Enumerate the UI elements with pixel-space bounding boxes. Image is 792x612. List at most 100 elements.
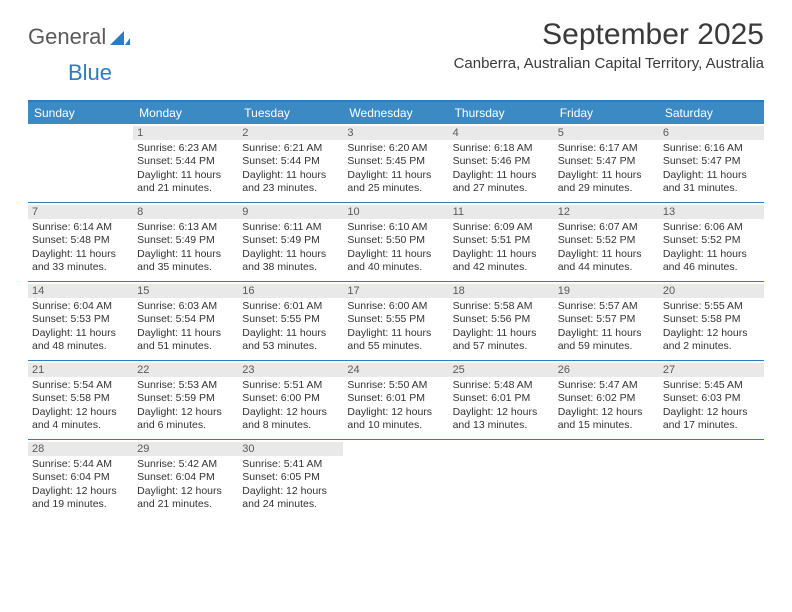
day-cell: 29 Sunrise: 5:42 AMSunset: 6:04 PMDayligh… [133, 440, 238, 518]
daylight: Daylight: 12 hours and 19 minutes. [32, 485, 129, 512]
day-info: Sunrise: 5:50 AMSunset: 6:01 PMDaylight:… [347, 379, 444, 433]
sunset: Sunset: 6:02 PM [558, 392, 655, 405]
sunrise: Sunrise: 6:20 AM [347, 142, 444, 155]
day-cell: 28Sunrise: 5:44 AMSunset: 6:04 PMDayligh… [28, 440, 133, 518]
daylight: Daylight: 11 hours and 38 minutes. [242, 248, 339, 275]
sunrise: Sunrise: 6:10 AM [347, 221, 444, 234]
day-info: Sunrise: 6:13 AMSunset: 5:49 PMDaylight:… [137, 221, 234, 275]
logo: General [28, 18, 130, 50]
sunset: Sunset: 5:47 PM [558, 155, 655, 168]
daylight: Daylight: 11 hours and 42 minutes. [453, 248, 550, 275]
day-cell: 13 Sunrise: 6:06 AMSunset: 5:52 PMDayligh… [659, 203, 764, 281]
sunset: Sunset: 5:51 PM [453, 234, 550, 247]
sunset: Sunset: 5:55 PM [242, 313, 339, 326]
day-number: 17 [343, 284, 448, 298]
day-cell [343, 440, 448, 518]
sunset: Sunset: 5:44 PM [137, 155, 234, 168]
daylight: Daylight: 11 hours and 27 minutes. [453, 169, 550, 196]
day-number: 24 [343, 363, 448, 377]
sunrise: Sunrise: 5:42 AM [137, 458, 234, 471]
day-number: 13 [659, 205, 764, 219]
day-info: Sunrise: 5:58 AMSunset: 5:56 PMDaylight:… [453, 300, 550, 354]
daylight: Daylight: 12 hours and 2 minutes. [663, 327, 760, 354]
day-number: 29 [133, 442, 238, 456]
day-number: 25 [449, 363, 554, 377]
sunrise: Sunrise: 6:01 AM [242, 300, 339, 313]
day-number: 21 [28, 363, 133, 377]
calendar: Sunday Monday Tuesday Wednesday Thursday… [28, 100, 764, 518]
day-number: 22 [133, 363, 238, 377]
sunset: Sunset: 6:01 PM [453, 392, 550, 405]
sunset: Sunset: 5:58 PM [32, 392, 129, 405]
day-cell: 9Sunrise: 6:11 AMSunset: 5:49 PMDaylight… [238, 203, 343, 281]
day-number: 9 [238, 205, 343, 219]
day-number: 4 [449, 126, 554, 140]
day-number: 15 [133, 284, 238, 298]
sunrise: Sunrise: 5:47 AM [558, 379, 655, 392]
daylight: Daylight: 12 hours and 15 minutes. [558, 406, 655, 433]
day-number: 18 [449, 284, 554, 298]
logo-sail-icon [110, 29, 130, 45]
sunrise: Sunrise: 6:21 AM [242, 142, 339, 155]
dow-monday: Monday [133, 102, 238, 124]
sunset: Sunset: 6:04 PM [32, 471, 129, 484]
day-cell: 15 Sunrise: 6:03 AMSunset: 5:54 PMDayligh… [133, 282, 238, 360]
logo-text-2: Blue [28, 60, 112, 86]
sunset: Sunset: 6:00 PM [242, 392, 339, 405]
week-row: 1Sunrise: 6:23 AMSunset: 5:44 PMDaylight… [28, 124, 764, 202]
day-number: 10 [343, 205, 448, 219]
dow-friday: Friday [554, 102, 659, 124]
day-number: 2 [238, 126, 343, 140]
day-number: 16 [238, 284, 343, 298]
day-cell [28, 124, 133, 202]
dow-thursday: Thursday [449, 102, 554, 124]
day-number: 3 [343, 126, 448, 140]
dow-tuesday: Tuesday [238, 102, 343, 124]
day-number: 19 [554, 284, 659, 298]
sunrise: Sunrise: 6:07 AM [558, 221, 655, 234]
day-cell: 11Sunrise: 6:09 AMSunset: 5:51 PMDayligh… [449, 203, 554, 281]
day-info: Sunrise: 5:57 AMSunset: 5:57 PMDaylight:… [558, 300, 655, 354]
day-cell: 24 Sunrise: 5:50 AMSunset: 6:01 PMDayligh… [343, 361, 448, 439]
sunrise: Sunrise: 5:57 AM [558, 300, 655, 313]
daylight: Daylight: 12 hours and 24 minutes. [242, 485, 339, 512]
day-cell [449, 440, 554, 518]
day-number: 30 [238, 442, 343, 456]
day-info: Sunrise: 5:47 AMSunset: 6:02 PMDaylight:… [558, 379, 655, 433]
sunset: Sunset: 5:52 PM [558, 234, 655, 247]
day-info: Sunrise: 5:55 AMSunset: 5:58 PMDaylight:… [663, 300, 760, 354]
day-cell: 1Sunrise: 6:23 AMSunset: 5:44 PMDaylight… [133, 124, 238, 202]
daylight: Daylight: 12 hours and 10 minutes. [347, 406, 444, 433]
sunset: Sunset: 5:59 PM [137, 392, 234, 405]
day-cell: 12Sunrise: 6:07 AMSunset: 5:52 PMDayligh… [554, 203, 659, 281]
day-cell: 17Sunrise: 6:00 AMSunset: 5:55 PMDayligh… [343, 282, 448, 360]
week-row: 21Sunrise: 5:54 AMSunset: 5:58 PMDayligh… [28, 360, 764, 439]
day-info: Sunrise: 6:06 AMSunset: 5:52 PMDaylight:… [663, 221, 760, 275]
day-info: Sunrise: 6:21 AMSunset: 5:44 PMDaylight:… [242, 142, 339, 196]
day-info: Sunrise: 6:09 AMSunset: 5:51 PMDaylight:… [453, 221, 550, 275]
sunset: Sunset: 6:03 PM [663, 392, 760, 405]
day-info: Sunrise: 6:03 AMSunset: 5:54 PMDaylight:… [137, 300, 234, 354]
daylight: Daylight: 12 hours and 17 minutes. [663, 406, 760, 433]
day-number [28, 126, 133, 128]
day-cell [554, 440, 659, 518]
day-cell: 5 Sunrise: 6:17 AMSunset: 5:47 PMDaylight… [554, 124, 659, 202]
day-number: 20 [659, 284, 764, 298]
daylight: Daylight: 11 hours and 57 minutes. [453, 327, 550, 354]
daylight: Daylight: 11 hours and 29 minutes. [558, 169, 655, 196]
sunset: Sunset: 5:49 PM [242, 234, 339, 247]
sunrise: Sunrise: 6:17 AM [558, 142, 655, 155]
day-cell: 27Sunrise: 5:45 AMSunset: 6:03 PMDayligh… [659, 361, 764, 439]
sunset: Sunset: 5:58 PM [663, 313, 760, 326]
day-cell: 6Sunrise: 6:16 AMSunset: 5:47 PMDaylight… [659, 124, 764, 202]
day-info: Sunrise: 5:42 AMSunset: 6:04 PMDaylight:… [137, 458, 234, 512]
day-number: 1 [133, 126, 238, 140]
day-cell: 21Sunrise: 5:54 AMSunset: 5:58 PMDayligh… [28, 361, 133, 439]
sunset: Sunset: 5:54 PM [137, 313, 234, 326]
sunset: Sunset: 6:01 PM [347, 392, 444, 405]
sunset: Sunset: 5:46 PM [453, 155, 550, 168]
sunrise: Sunrise: 5:45 AM [663, 379, 760, 392]
day-number: 5 [554, 126, 659, 140]
daylight: Daylight: 11 hours and 51 minutes. [137, 327, 234, 354]
week-row: 14Sunrise: 6:04 AMSunset: 5:53 PMDayligh… [28, 281, 764, 360]
